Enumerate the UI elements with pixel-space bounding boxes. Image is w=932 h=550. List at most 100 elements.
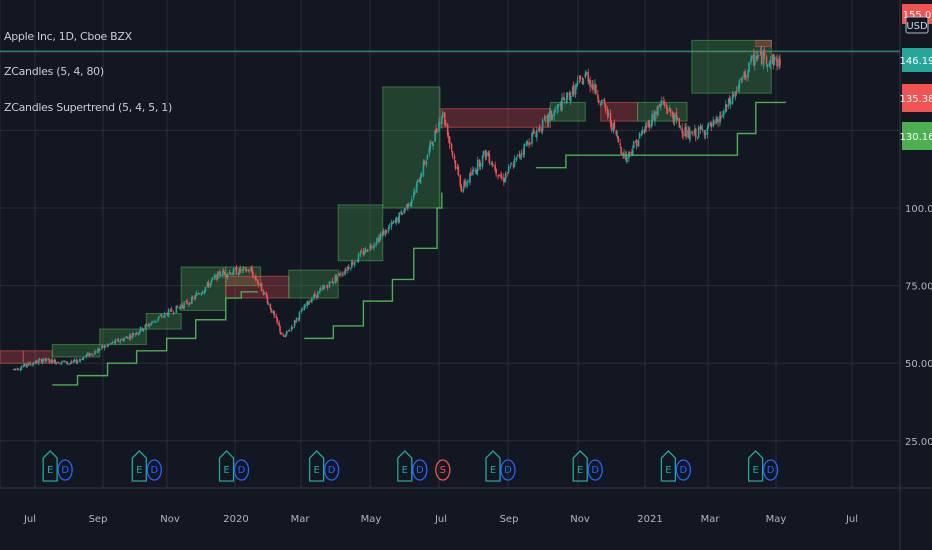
price-badge-green-bg xyxy=(902,122,932,150)
indicator-legend-supertrend[interactable]: ZCandles Supertrend (5, 4, 5, 1) xyxy=(4,101,172,114)
candle-body xyxy=(12,369,15,370)
candle-body xyxy=(550,110,553,119)
candle-body xyxy=(709,122,712,124)
candle-body xyxy=(385,230,388,233)
candle-body xyxy=(741,78,744,80)
candle-body xyxy=(515,156,518,160)
candle-body xyxy=(457,166,460,175)
candle-body xyxy=(178,307,181,309)
candle-body xyxy=(704,133,707,136)
candle-body xyxy=(278,322,280,326)
candle-body xyxy=(589,80,591,87)
candle-body xyxy=(37,360,40,364)
candle-body xyxy=(459,175,462,186)
candle-body xyxy=(48,360,51,363)
candle-body xyxy=(323,286,326,288)
candle-body xyxy=(666,109,669,113)
candle-body xyxy=(408,204,410,206)
candle-body xyxy=(291,326,294,328)
price-badge-red-text: 135.38 xyxy=(900,94,932,105)
candle-body xyxy=(574,85,577,95)
candle-body xyxy=(441,116,443,125)
candle-body xyxy=(474,170,477,173)
candle-body xyxy=(717,119,719,123)
candle-body xyxy=(665,104,668,110)
candle-body xyxy=(745,76,747,77)
candle-body xyxy=(450,144,453,150)
candle-body xyxy=(747,70,749,78)
candle-body xyxy=(575,84,578,88)
candle-body xyxy=(263,292,266,294)
candle-body xyxy=(554,110,557,113)
candle-body xyxy=(255,276,257,281)
candle-body xyxy=(498,174,500,177)
candle-body xyxy=(206,282,209,287)
candle-body xyxy=(526,140,528,145)
candle-body xyxy=(773,56,776,66)
candle-body xyxy=(568,92,571,100)
candle-body xyxy=(88,352,90,357)
price-badge-red-bg xyxy=(902,84,932,112)
dividend-letter: D xyxy=(591,465,599,476)
candle-body xyxy=(40,359,43,363)
zone-up xyxy=(99,328,147,346)
candle-body xyxy=(267,303,270,305)
candle-body xyxy=(75,359,78,363)
zone-down xyxy=(439,108,551,128)
candle-body xyxy=(582,78,585,85)
candle-body xyxy=(536,130,538,138)
candles xyxy=(12,45,781,372)
candle-body xyxy=(232,268,235,275)
candle-body xyxy=(191,297,193,304)
time-axis[interactable]: Jul Sep Nov 2020 Mar May Jul Sep Nov 2021 Mar May Ju… xyxy=(23,514,858,525)
candle-body xyxy=(380,234,382,237)
candle-body xyxy=(391,223,394,225)
candle-body xyxy=(17,369,20,370)
candle-body xyxy=(537,128,540,130)
zone-up xyxy=(180,266,227,311)
price-axis[interactable]: 25.00 50.00 75.00 100.00 xyxy=(905,204,932,448)
candle-body xyxy=(32,363,34,366)
candle-body xyxy=(50,359,53,363)
zone-down xyxy=(0,350,24,364)
candle-body xyxy=(640,133,643,136)
candle-body xyxy=(335,275,338,281)
candle-body xyxy=(453,156,456,160)
candle-body xyxy=(182,306,184,309)
candle-body xyxy=(541,119,544,131)
zone-down xyxy=(755,39,772,48)
candle-body xyxy=(345,269,347,271)
zone-up xyxy=(382,86,441,209)
earnings-letter: E xyxy=(577,465,583,476)
candle-body xyxy=(226,273,229,278)
candle-body xyxy=(659,104,661,107)
candle-body xyxy=(434,130,436,142)
candle-body xyxy=(166,313,169,316)
earnings-letter: E xyxy=(490,465,496,476)
candle-body xyxy=(772,54,775,66)
candle-body xyxy=(129,335,131,339)
symbol-legend[interactable]: Apple Inc, 1D, Cboe BZX xyxy=(4,30,132,43)
candle-body xyxy=(762,52,765,67)
candle-body xyxy=(120,338,122,341)
dividend-letter: D xyxy=(150,465,158,476)
candle-body xyxy=(222,270,224,277)
candle-body xyxy=(86,353,89,356)
candle-body xyxy=(139,326,142,332)
time-tick-label: Sep xyxy=(500,514,519,525)
indicator-legend-zcandles[interactable]: ZCandles (5, 4, 80) xyxy=(4,65,104,78)
candle-body xyxy=(101,345,104,348)
candle-body xyxy=(157,318,159,321)
earnings-icon xyxy=(308,450,325,482)
candle-body xyxy=(585,72,588,76)
candle-body xyxy=(238,268,241,275)
candle-body xyxy=(560,104,562,111)
candle-body xyxy=(369,244,371,250)
currency-tag-box xyxy=(905,16,929,34)
candle-body xyxy=(647,121,650,127)
candle-body xyxy=(72,361,75,362)
price-badge-green-text: 130.16 xyxy=(900,132,932,143)
candle-body xyxy=(732,93,735,97)
